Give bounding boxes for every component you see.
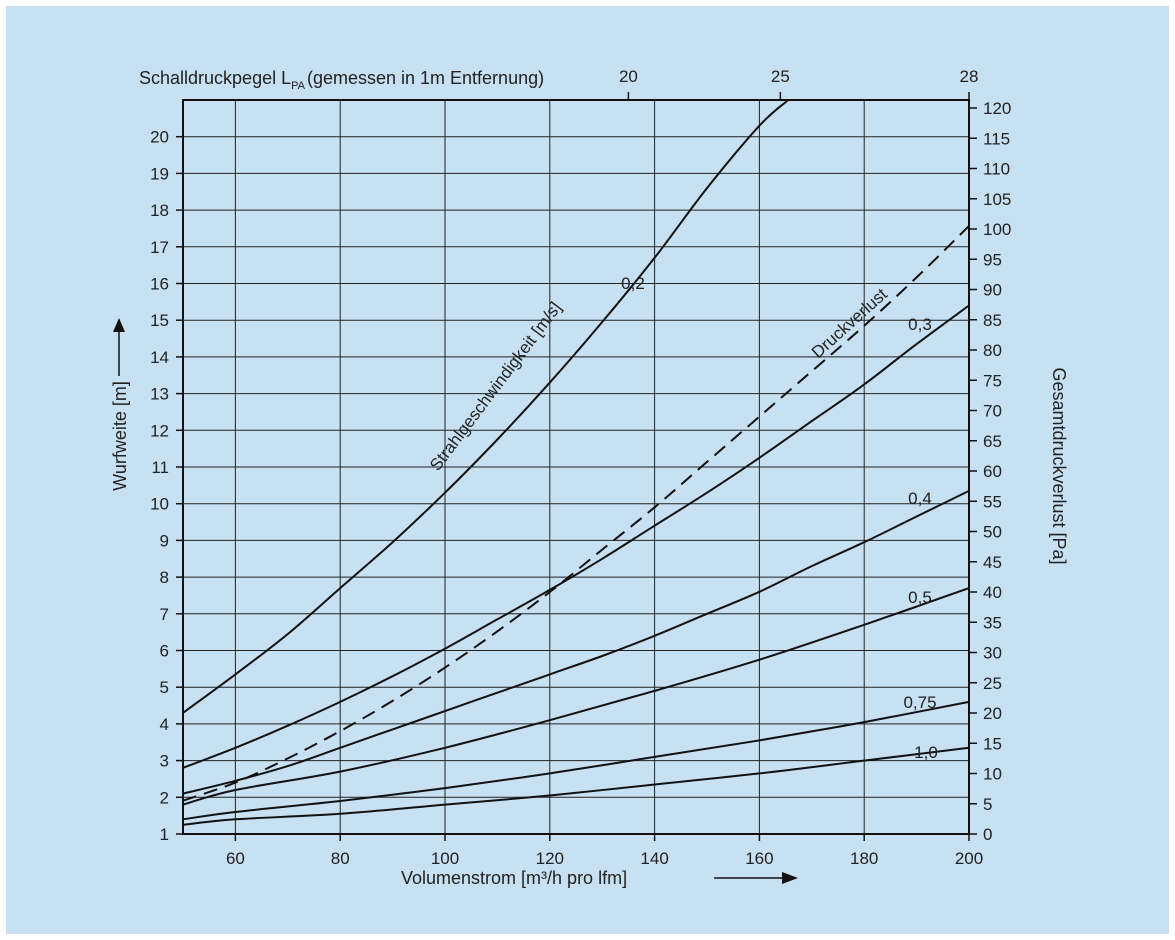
y-right-tick-label: 60 (983, 462, 1002, 481)
y-left-tick-label: 18 (150, 201, 169, 220)
y-right-tick-label: 65 (983, 432, 1002, 451)
series-label-3: 0,5 (908, 588, 932, 607)
y-right-tick-label: 115 (983, 129, 1010, 148)
bottom-axis-title-group: Volumenstrom [m³/h pro lfm] (401, 868, 798, 888)
y-left-tick-label: 2 (160, 788, 169, 807)
series-line-2 (182, 489, 970, 795)
curve-labels: Strahlgeschwindigkeit [m/s] Druckverlust… (426, 274, 938, 762)
y-right-tick-label: 0 (983, 825, 992, 844)
y-right-tick-label: 100 (983, 220, 1011, 239)
series-group-label: Strahlgeschwindigkeit [m/s] (426, 298, 565, 474)
y-right-tick-label: 5 (983, 795, 992, 814)
pressure-curve-label: Druckverlust (808, 284, 891, 362)
top-axis-title: Schalldruckpegel LPA (gemessen in 1m Entf… (139, 68, 544, 92)
y-left-tick-label: 11 (151, 458, 169, 477)
y-right-tick-label: 110 (983, 160, 1010, 179)
y-left-tick-label: 8 (160, 568, 169, 587)
y-right-tick-label: 30 (983, 644, 1002, 663)
ticks: 60 80 100 120 140 160 180 200123456789101112131… (150, 67, 1011, 868)
y-left-tick-label: 3 (160, 752, 169, 771)
y-right-tick-label: 80 (983, 341, 1002, 360)
y-left-tick-label: 10 (150, 495, 169, 514)
x-tick-label: 100 (431, 849, 459, 868)
y-left-tick-label: 12 (150, 421, 169, 440)
y-right-tick-label: 120 (983, 99, 1011, 118)
y-left-tick-label: 9 (160, 531, 169, 550)
y-right-tick-label: 105 (983, 190, 1011, 209)
bottom-axis-arrow-icon (782, 872, 798, 884)
curves (182, 99, 970, 826)
y-left-tick-label: 5 (160, 678, 169, 697)
y-right-tick-label: 90 (983, 281, 1002, 300)
series-label-4: 0,75 (903, 693, 936, 712)
y-left-tick-label: 13 (150, 385, 169, 404)
y-left-tick-label: 1 (160, 825, 169, 844)
x-tick-label: 60 (226, 849, 245, 868)
series-label-5: 1,0 (914, 743, 938, 762)
x-tick-label: 80 (331, 849, 350, 868)
y-left-tick-label: 20 (150, 128, 169, 147)
right-axis-title: Gesamtdruckverlust [Pa] (1049, 367, 1069, 564)
y-right-tick-label: 85 (983, 311, 1002, 330)
y-right-tick-label: 40 (983, 583, 1002, 602)
y-left-tick-label: 15 (150, 311, 169, 330)
y-right-tick-label: 25 (983, 674, 1002, 693)
series-label-0: 0,2 (621, 274, 645, 293)
left-axis-title-group: Wurfweite [m] (110, 318, 130, 491)
y-right-tick-label: 50 (983, 523, 1002, 542)
y-right-tick-label: 20 (983, 704, 1002, 723)
grid (183, 100, 969, 834)
x-tick-label: 120 (536, 849, 564, 868)
series-line-3 (182, 587, 970, 806)
y-right-tick-label: 45 (983, 553, 1002, 572)
y-right-tick-label: 75 (983, 371, 1002, 390)
y-left-tick-label: 17 (150, 238, 169, 257)
left-axis-arrow-icon (113, 318, 125, 332)
series-line-5 (182, 746, 970, 826)
y-left-tick-label: 16 (150, 275, 169, 294)
y-left-tick-label: 6 (160, 642, 169, 661)
left-axis-title: Wurfweite [m] (110, 381, 130, 491)
y-right-tick-label: 95 (983, 250, 1002, 269)
top-tick-label: 28 (960, 67, 979, 86)
x-tick-label: 180 (850, 849, 878, 868)
y-right-tick-label: 70 (983, 402, 1002, 421)
y-left-tick-label: 7 (160, 605, 169, 624)
series-line-0 (182, 99, 789, 714)
series-line-4 (182, 700, 970, 821)
series-label-1: 0,3 (908, 315, 932, 334)
top-tick-label: 20 (619, 67, 638, 86)
y-right-tick-label: 15 (983, 734, 1002, 753)
y-right-tick-label: 10 (983, 765, 1002, 784)
series-label-2: 0,4 (908, 489, 932, 508)
chart-frame: 60 80 100 120 140 160 180 200 1 2 3 4 5 6 7 8 9 10 11 12 13 1… (6, 6, 1169, 934)
x-tick-label: 140 (640, 849, 668, 868)
x-tick-label: 160 (745, 849, 773, 868)
y-right-tick-label: 35 (983, 613, 1002, 632)
y-left-tick-label: 14 (150, 348, 169, 367)
throw-distance-chart: 60 80 100 120 140 160 180 200123456789101112131… (110, 67, 1069, 888)
bottom-axis-title: Volumenstrom [m³/h pro lfm] (401, 868, 627, 888)
y-left-tick-label: 4 (160, 715, 169, 734)
y-left-tick-label: 19 (150, 164, 169, 183)
series-line-1 (182, 304, 970, 769)
y-right-tick-label: 55 (983, 492, 1002, 511)
top-tick-label: 25 (771, 67, 790, 86)
x-tick-label: 200 (955, 849, 983, 868)
